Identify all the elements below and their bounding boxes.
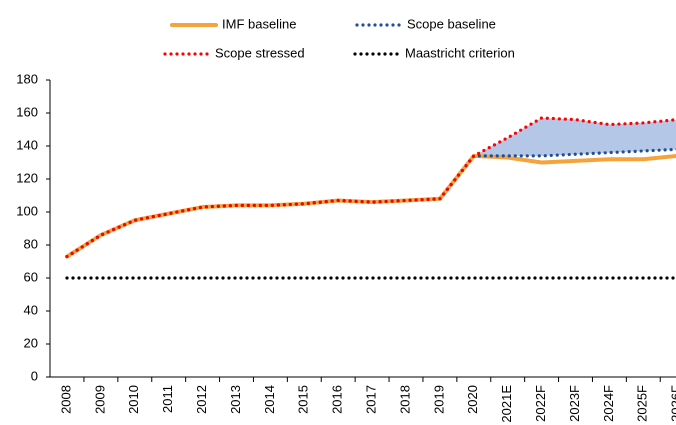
x-tick-label: 2009 — [92, 385, 107, 414]
x-tick-label: 2015 — [296, 385, 311, 414]
legend-label: IMF baseline — [222, 16, 296, 31]
legend-label: Scope baseline — [407, 16, 496, 31]
y-tick-label: 20 — [24, 335, 38, 350]
x-tick-label: 2023F — [567, 385, 582, 422]
y-tick-label: 80 — [24, 236, 38, 251]
x-tick-label: 2011 — [160, 385, 175, 413]
y-tick-label: 160 — [16, 104, 38, 119]
series-line — [65, 153, 676, 259]
x-tick-label: 2019 — [431, 385, 446, 414]
x-tick-label: 2016 — [330, 385, 345, 414]
legend-label: Scope stressed — [215, 45, 305, 60]
x-tick-label: 2026F — [669, 385, 676, 422]
x-tick-label: 2020 — [465, 385, 480, 414]
x-tick-label: 2017 — [364, 385, 379, 414]
x-tick-label: 2021E — [499, 385, 514, 423]
y-tick-label: 60 — [24, 269, 38, 284]
y-tick-label: 140 — [16, 137, 38, 152]
y-tick-label: 40 — [24, 302, 38, 317]
stress-band — [473, 117, 676, 156]
y-tick-label: 100 — [16, 203, 38, 218]
x-tick-label: 2010 — [126, 385, 141, 414]
x-tick-label: 2012 — [194, 385, 209, 414]
x-tick-label: 2025F — [635, 385, 650, 422]
y-tick-label: 0 — [31, 368, 38, 383]
x-tick-label: 2022F — [533, 385, 548, 422]
x-tick-label: 2018 — [397, 385, 412, 414]
legend-label: Maastricht criterion — [405, 45, 515, 60]
y-tick-label: 180 — [16, 71, 38, 86]
series-line — [65, 147, 676, 259]
x-tick-label: 2008 — [58, 385, 73, 414]
x-tick-label: 2014 — [262, 385, 277, 414]
x-tick-label: 2024F — [601, 385, 616, 422]
x-tick-label: 2013 — [228, 385, 243, 414]
y-tick-label: 120 — [16, 170, 38, 185]
